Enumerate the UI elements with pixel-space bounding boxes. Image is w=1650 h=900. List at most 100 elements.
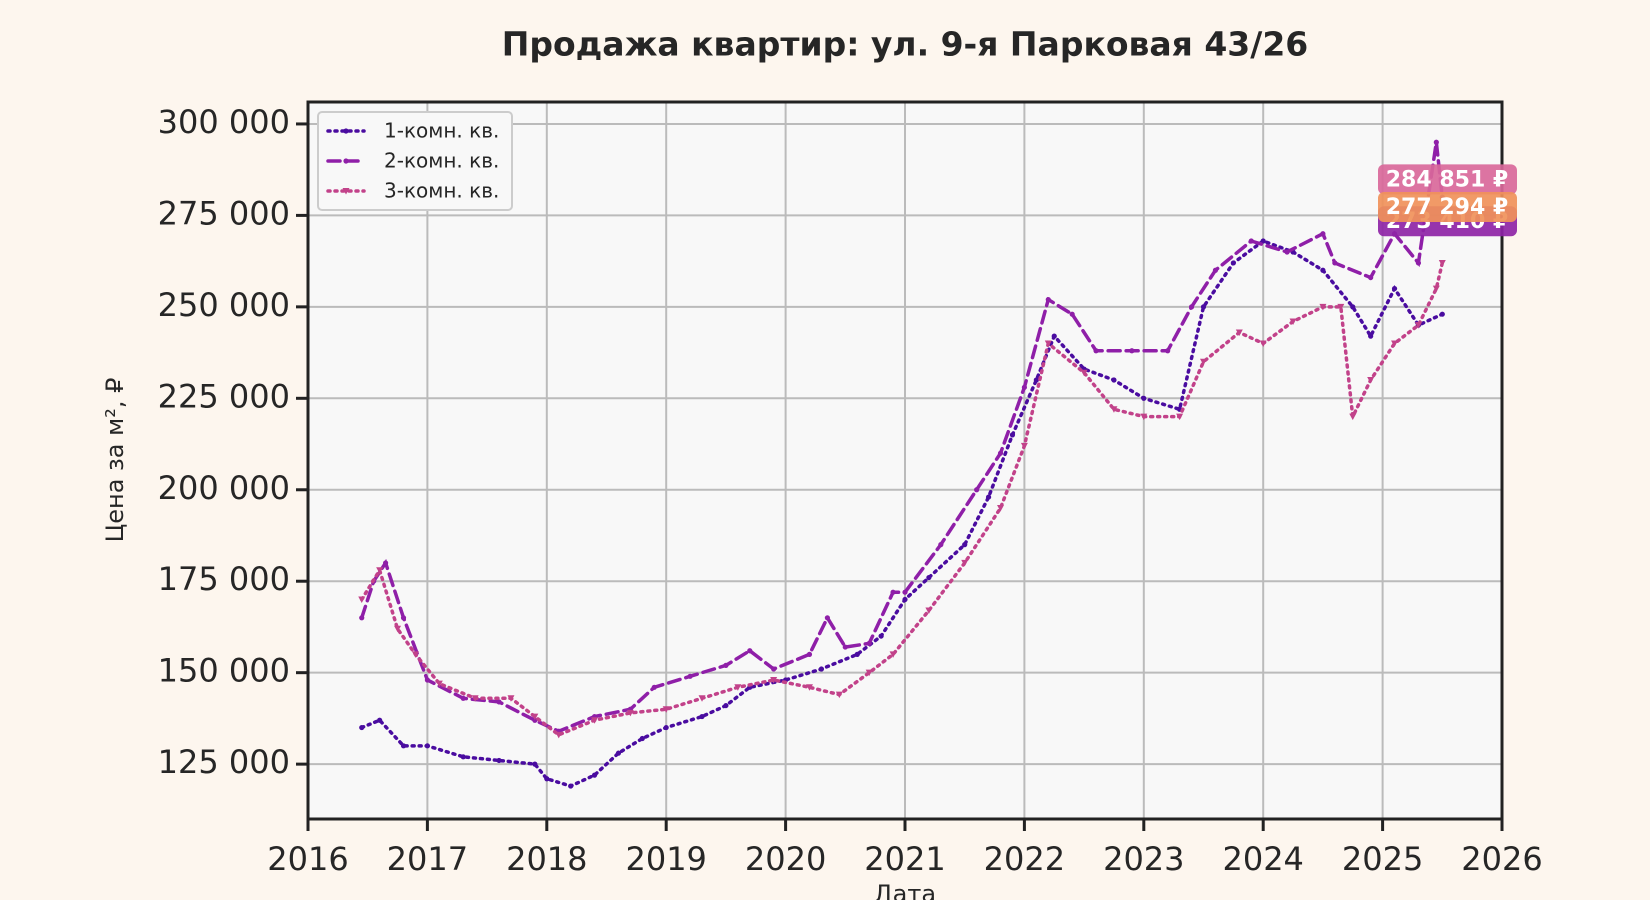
marker <box>1009 432 1016 438</box>
legend-label: 2-комн. кв. <box>384 149 499 173</box>
marker <box>698 695 706 702</box>
marker <box>985 494 992 500</box>
marker <box>471 695 479 702</box>
marker <box>1021 384 1027 390</box>
marker <box>926 574 932 581</box>
marker <box>376 567 384 574</box>
marker <box>496 699 502 705</box>
x-tick-label: 2020 <box>745 840 826 878</box>
marker <box>507 695 515 702</box>
series-line <box>359 141 1445 734</box>
marker <box>651 684 657 690</box>
y-tick-label: 200 000 <box>158 469 290 507</box>
marker <box>974 487 980 493</box>
marker <box>902 596 908 603</box>
marker <box>723 662 729 668</box>
marker <box>1141 395 1147 401</box>
marker <box>1111 377 1117 383</box>
marker <box>1260 238 1266 244</box>
marker <box>591 772 598 778</box>
x-tick-label: 2016 <box>267 840 348 878</box>
marker <box>1432 285 1440 293</box>
marker <box>865 669 873 677</box>
marker <box>568 783 574 789</box>
marker <box>342 188 350 195</box>
marker <box>662 706 670 713</box>
marker <box>532 761 538 767</box>
marker <box>1320 267 1326 273</box>
x-tick-label: 2021 <box>864 840 945 878</box>
marker <box>1044 340 1052 347</box>
marker <box>615 750 622 756</box>
legend-label: 1-комн. кв. <box>384 119 499 143</box>
x-axis-label: Дата <box>874 880 936 900</box>
marker <box>866 640 872 647</box>
marker <box>358 596 366 604</box>
plot-frame <box>306 100 1504 821</box>
marker <box>383 560 389 566</box>
marker <box>1439 311 1445 317</box>
marker <box>854 651 860 657</box>
marker <box>1045 296 1051 303</box>
marker <box>1337 303 1345 311</box>
marker <box>1200 304 1207 310</box>
marker <box>1093 348 1099 354</box>
marker <box>805 684 813 691</box>
y-tick-label: 150 000 <box>158 652 290 690</box>
x-tick-label: 2023 <box>1103 840 1184 878</box>
marker <box>1320 231 1326 237</box>
marker <box>1414 322 1422 329</box>
y-tick-label: 275 000 <box>158 194 290 232</box>
marker <box>1391 285 1398 292</box>
marker <box>663 724 669 731</box>
y-tick-label: 125 000 <box>158 743 290 781</box>
x-tick-label: 2022 <box>984 840 1065 878</box>
annotations: 273 410 ₽284 851 ₽277 294 ₽ <box>1378 164 1517 237</box>
marker <box>1248 238 1254 244</box>
legend-label: 3-комн. кв. <box>384 179 499 203</box>
marker <box>1200 358 1207 366</box>
marker <box>1080 369 1088 377</box>
x-tick-label: 2017 <box>387 840 468 878</box>
marker <box>639 735 645 742</box>
annotation-label: 284 851 ₽ <box>1386 167 1508 192</box>
marker <box>835 691 843 699</box>
marker <box>496 757 502 764</box>
marker <box>878 633 884 639</box>
marker <box>343 128 349 134</box>
y-tick-label: 225 000 <box>158 377 290 415</box>
marker <box>1069 311 1075 317</box>
marker <box>359 724 365 731</box>
y-tick-label: 250 000 <box>158 286 290 324</box>
y-tick-label: 300 000 <box>158 103 290 141</box>
marker <box>460 754 466 760</box>
marker <box>435 680 443 688</box>
marker <box>394 625 402 633</box>
legend: 1-комн. кв. 2-комн. кв. 3-комн. кв. <box>317 111 513 211</box>
marker <box>544 776 550 782</box>
marker <box>842 644 848 650</box>
chart-title: Продажа квартир: ул. 9-я Парковая 43/26 <box>502 25 1309 64</box>
marker <box>400 615 407 621</box>
marker <box>1212 267 1219 273</box>
x-tick-label: 2025 <box>1342 840 1423 878</box>
marker <box>699 713 705 720</box>
marker <box>1165 348 1171 354</box>
marker <box>1350 304 1356 310</box>
marker <box>1140 413 1148 421</box>
marker <box>771 666 777 672</box>
marker <box>961 559 969 567</box>
marker <box>1129 348 1135 354</box>
marker <box>400 743 407 749</box>
x-tick-label: 2026 <box>1461 840 1542 878</box>
marker <box>818 666 825 672</box>
x-tick-label: 2019 <box>625 840 706 878</box>
marker <box>1438 259 1446 267</box>
marker <box>1051 333 1057 339</box>
marker <box>890 589 896 595</box>
annotation-label: 277 294 ₽ <box>1386 195 1508 220</box>
marker <box>1230 260 1236 266</box>
marker <box>1391 340 1399 347</box>
annotation-box <box>1378 164 1517 195</box>
